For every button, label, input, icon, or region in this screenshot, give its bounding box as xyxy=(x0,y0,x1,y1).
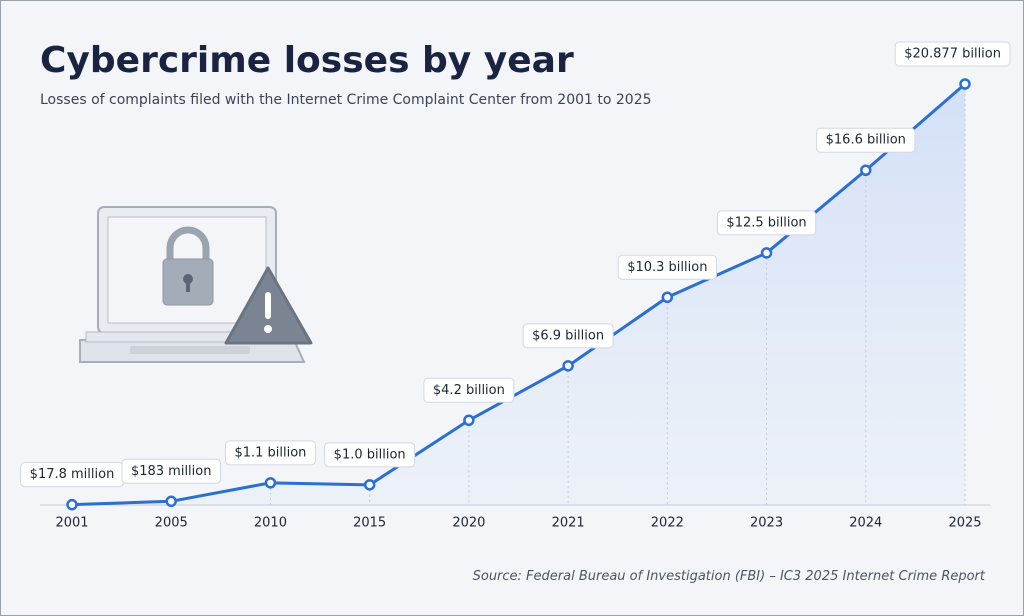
value-label-box xyxy=(224,440,316,466)
value-label: $16.6 billion xyxy=(816,127,916,153)
value-label-box xyxy=(121,458,221,484)
x-tick-label: 2024 xyxy=(849,516,882,531)
value-label-box xyxy=(522,323,614,349)
area xyxy=(72,84,965,505)
value-label: $6.9 billion xyxy=(522,323,614,349)
point xyxy=(760,247,773,259)
point xyxy=(959,78,971,90)
value-label-text: $20.877 billion xyxy=(904,47,1001,62)
value-label: $17.8 million xyxy=(20,462,124,488)
source-note: Source: Federal Bureau of Investigation … xyxy=(473,569,986,584)
point xyxy=(66,498,78,511)
value-label: $183 million xyxy=(121,458,221,484)
x-tick-label: 2001 xyxy=(55,516,88,531)
x-tick-label: 2005 xyxy=(155,516,188,531)
point xyxy=(860,164,872,176)
x-tick-label: 2023 xyxy=(750,516,783,531)
laptop-illustration xyxy=(79,206,313,363)
value-label: $4.2 billion xyxy=(423,377,515,403)
x-tick-label: 2025 xyxy=(948,516,981,531)
point xyxy=(463,414,475,427)
value-label-box xyxy=(816,127,916,153)
line xyxy=(71,82,966,507)
value-label: $10.3 billion xyxy=(617,254,717,280)
x-tick-label: 2010 xyxy=(254,516,287,531)
value-label-box xyxy=(423,377,515,403)
value-label-text: $12.5 billion xyxy=(726,215,806,230)
value-label-text: $1.1 billion xyxy=(234,445,306,460)
chart-title: Cybercrime losses by year xyxy=(40,40,574,81)
value-label-text: $183 million xyxy=(131,464,212,479)
point xyxy=(363,479,376,491)
value-label: $1.1 billion xyxy=(224,440,316,466)
value-label: $20.877 billion xyxy=(894,41,1011,67)
value-label-text: $16.6 billion xyxy=(826,133,906,148)
x-tick-label: 2022 xyxy=(651,516,684,531)
value-label-text: $1.0 billion xyxy=(334,447,406,462)
x-tick-label: 2015 xyxy=(353,516,386,531)
value-label-box xyxy=(716,210,817,236)
value-label-box xyxy=(617,254,717,280)
point xyxy=(264,477,277,489)
value-label-text: $6.9 billion xyxy=(532,328,604,343)
point xyxy=(165,495,177,508)
chart-subtitle: Losses of complaints filed with the Inte… xyxy=(40,92,652,108)
value-label-text: $4.2 billion xyxy=(433,383,505,398)
point xyxy=(562,360,574,372)
value-label: $12.5 billion xyxy=(716,210,817,236)
value-label-text: $10.3 billion xyxy=(627,260,707,275)
point xyxy=(661,291,674,304)
value-label-box xyxy=(324,442,416,468)
value-label: $1.0 billion xyxy=(324,442,416,468)
x-tick-label: 2021 xyxy=(552,516,585,531)
value-label-box xyxy=(894,41,1011,67)
x-tick-label: 2020 xyxy=(452,516,485,531)
value-label-text: $17.8 million xyxy=(30,467,115,482)
